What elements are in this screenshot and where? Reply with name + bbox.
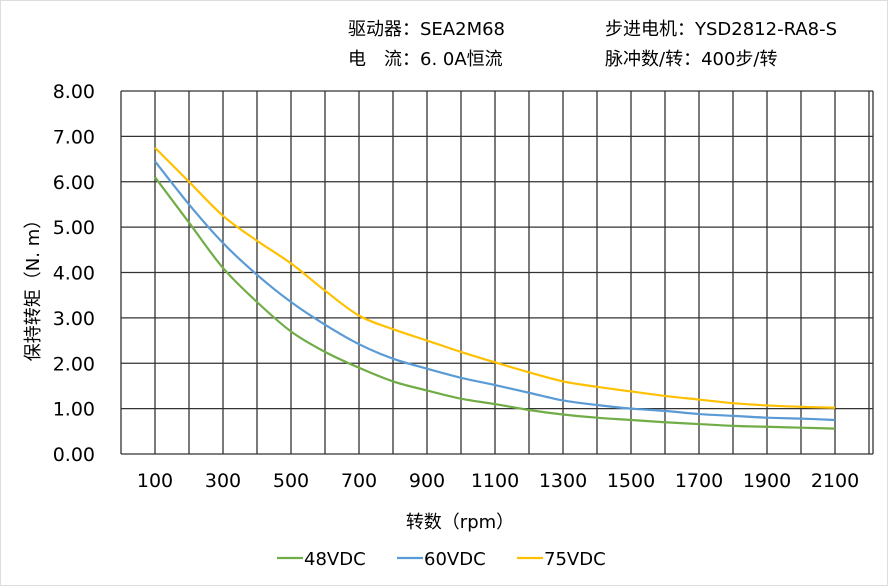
x-tick-label: 1300: [539, 470, 587, 492]
y-tick-label: 2.00: [53, 353, 95, 375]
y-tick-label: 1.00: [53, 399, 95, 421]
x-tick-label: 700: [341, 470, 377, 492]
series-line-75vdc: [154, 146, 836, 409]
y-tick-label: 4.00: [53, 263, 95, 285]
x-tick-label: 2100: [811, 470, 859, 492]
legend-label: 60VDC: [424, 549, 486, 570]
x-tick-label: 500: [273, 470, 309, 492]
x-tick-label: 1100: [471, 470, 519, 492]
y-tick-label: 3.00: [53, 308, 95, 330]
x-tick-label: 300: [205, 470, 241, 492]
series-line-48vdc: [154, 176, 836, 430]
x-tick-label: 1500: [607, 470, 655, 492]
x-axis-label: 转数（rpm）: [406, 512, 514, 533]
y-tick-label: 6.00: [53, 172, 95, 194]
x-tick-label: 900: [409, 470, 445, 492]
motor-label: 步进电机：YSD2812-RA8-S: [605, 19, 838, 40]
x-tick-label: 100: [137, 470, 173, 492]
series-line-60vdc: [154, 160, 836, 422]
legend-label: 75VDC: [544, 549, 606, 570]
pulses-label: 脉冲数/转：400步/转: [605, 49, 778, 70]
x-tick-label: 1900: [743, 470, 791, 492]
current-label: 电 流：6. 0A恒流: [348, 49, 503, 70]
driver-label: 驱动器：SEA2M68: [348, 19, 505, 40]
y-tick-label: 5.00: [53, 217, 95, 239]
y-tick-label: 8.00: [53, 81, 95, 103]
y-tick-label: 0.00: [53, 444, 95, 466]
legend-label: 48VDC: [304, 549, 366, 570]
x-tick-label: 1700: [675, 470, 723, 492]
y-tick-label: 7.00: [53, 126, 95, 148]
y-axis-label: 保持转矩（N. m）: [23, 211, 44, 361]
